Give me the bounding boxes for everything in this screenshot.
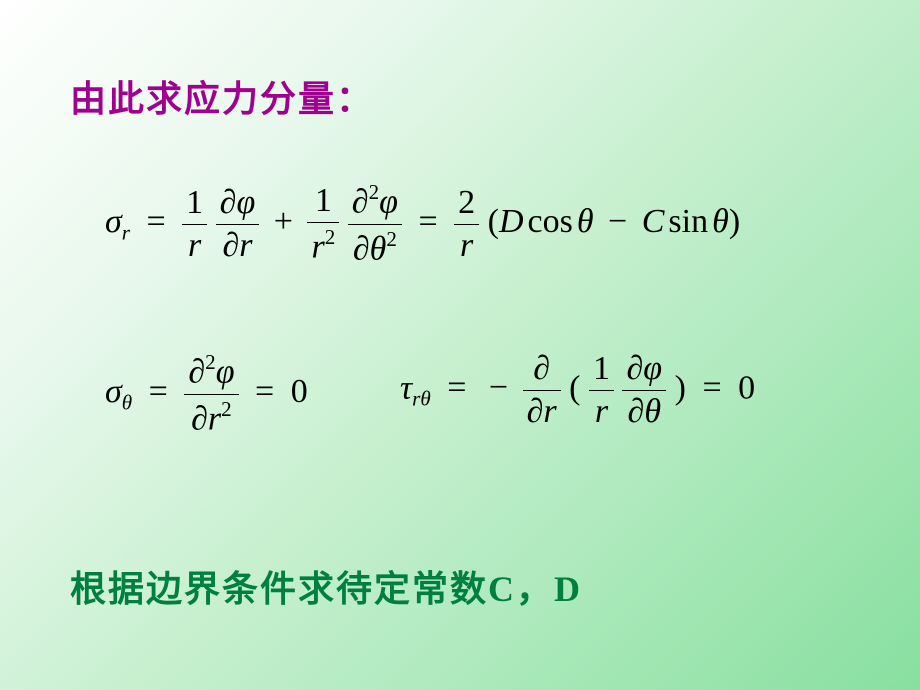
paren-close: ): [729, 203, 740, 240]
const-C: C: [642, 203, 665, 240]
theta: θ: [712, 203, 729, 240]
frac-d-dr: ∂ ∂r: [523, 350, 561, 431]
frac-d2phi-dr2: ∂2φ ∂r2: [184, 350, 238, 438]
phi: φ: [216, 354, 235, 391]
frac-2-over-r: 2 r: [454, 184, 479, 265]
sub-r: rθ: [412, 387, 431, 411]
phi: φ: [236, 184, 255, 221]
phi: φ: [643, 350, 662, 387]
num-1: 1: [593, 350, 610, 387]
partial: ∂: [352, 184, 369, 221]
frac-1-over-r2: 1 r2: [307, 182, 339, 267]
heading-stress-components: 由此求应力分量：: [70, 70, 374, 122]
sup-2: 2: [325, 225, 336, 249]
den-r: r: [595, 393, 608, 430]
sup-2: 2: [205, 350, 216, 374]
partial: ∂: [353, 230, 370, 267]
num-1: 1: [315, 182, 332, 219]
partial: ∂: [533, 350, 550, 387]
frac-d2phi-dtheta2: ∂2φ ∂θ2: [348, 180, 402, 268]
paren-close: ): [675, 369, 686, 406]
num-2: 2: [458, 184, 475, 221]
equation-sigma-r: σr = 1 r ∂φ ∂r + 1 r2 ∂2φ ∂θ2 = 2 r (Dco…: [105, 180, 740, 268]
sub-theta: θ: [122, 390, 132, 414]
equation-tau-rtheta: τrθ = − ∂ ∂r ( 1 r ∂φ ∂θ ) = 0: [400, 350, 755, 431]
paren-open: (: [569, 369, 580, 406]
cos: cos: [528, 203, 573, 240]
den-r: r: [188, 227, 201, 264]
heading-boundary-conditions: 根据边界条件求待定常数C，D: [70, 560, 582, 612]
phi: φ: [379, 184, 398, 221]
plus: +: [274, 203, 293, 240]
var-r: r: [208, 400, 221, 437]
den-r: r: [460, 227, 473, 264]
partial: ∂: [191, 400, 208, 437]
sup-2: 2: [369, 180, 380, 204]
theta: θ: [644, 393, 661, 430]
partial: ∂: [628, 393, 645, 430]
const-D: D: [499, 203, 524, 240]
minus: −: [608, 203, 627, 240]
paren-open: (: [488, 203, 499, 240]
partial: ∂: [188, 354, 205, 391]
sup-2: 2: [386, 227, 397, 251]
equals: =: [149, 373, 168, 410]
sigma-symbol: σ: [105, 203, 122, 240]
partial: ∂: [222, 227, 239, 264]
theta: θ: [370, 230, 387, 267]
minus: −: [489, 369, 508, 406]
sub-theta-part: θ: [420, 387, 430, 411]
frac-dphi-dtheta: ∂φ ∂θ: [622, 350, 666, 431]
var-r: r: [239, 227, 252, 264]
den-r: r: [311, 229, 324, 266]
equals: =: [418, 203, 437, 240]
partial: ∂: [220, 184, 237, 221]
zero: 0: [738, 369, 755, 406]
tau-symbol: τ: [400, 369, 412, 406]
var-r: r: [543, 393, 556, 430]
sup-2: 2: [221, 397, 232, 421]
num-1: 1: [186, 184, 203, 221]
equals: =: [146, 203, 165, 240]
frac-1-over-r: 1 r: [589, 350, 614, 431]
frac-dphi-dr: ∂φ ∂r: [216, 184, 260, 265]
zero: 0: [291, 373, 308, 410]
equals: =: [447, 369, 466, 406]
equation-sigma-theta: σθ = ∂2φ ∂r2 = 0: [105, 350, 308, 438]
equals: =: [255, 373, 274, 410]
sub-r: r: [122, 220, 130, 244]
partial: ∂: [527, 393, 544, 430]
partial: ∂: [626, 350, 643, 387]
sigma-symbol: σ: [105, 373, 122, 410]
sin: sin: [668, 203, 708, 240]
equals: =: [702, 369, 721, 406]
frac-1-over-r: 1 r: [182, 184, 207, 265]
theta: θ: [577, 203, 594, 240]
